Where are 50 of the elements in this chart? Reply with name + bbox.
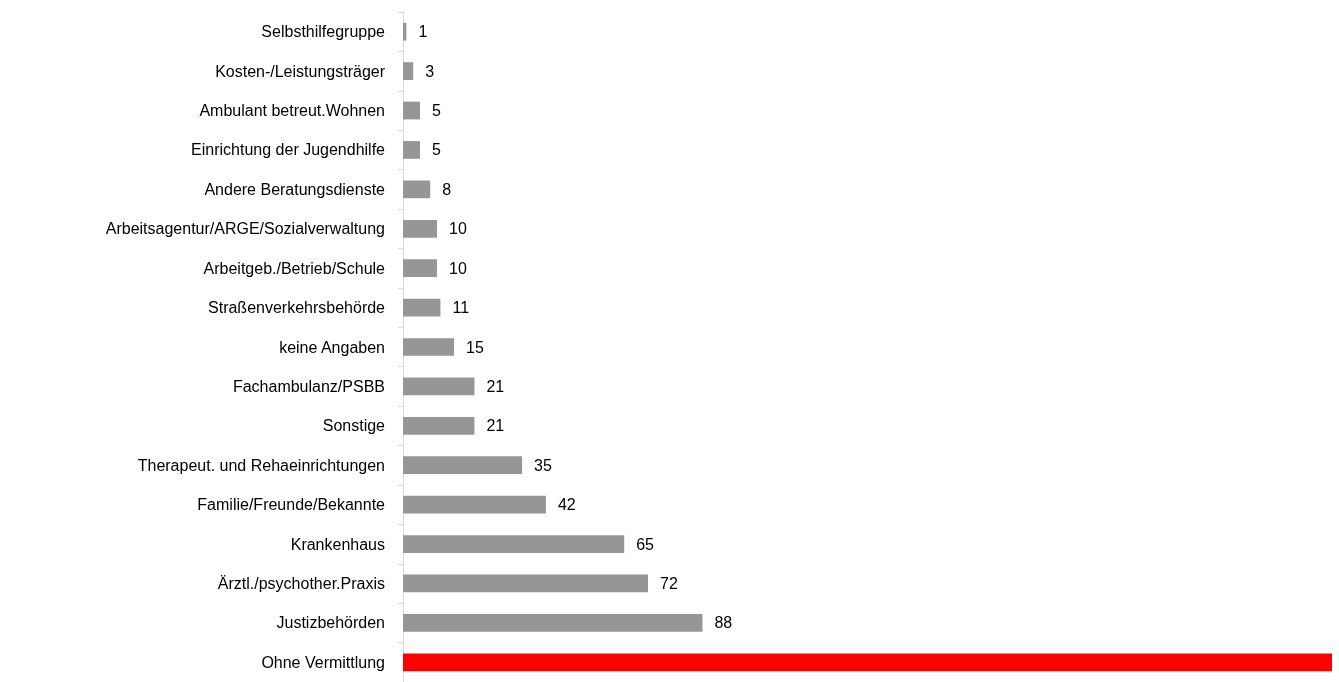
bar [403, 574, 649, 593]
bar [403, 259, 438, 278]
data-label: 3 [425, 62, 435, 80]
y-tick-label: Ohne Vermittlung [261, 653, 385, 671]
y-tick-label: Einrichtung der Jugendhilfe [191, 141, 386, 159]
data-label: 10 [449, 220, 467, 238]
data-label: 35 [534, 456, 552, 474]
y-tick-label: Fachambulanz/PSBB [232, 377, 385, 395]
bar [403, 219, 438, 238]
bar [403, 377, 475, 396]
bar [403, 456, 523, 475]
y-tick-label: Justizbehörden [276, 614, 385, 632]
bar [403, 141, 421, 159]
bar [403, 101, 421, 120]
bar [403, 298, 441, 317]
y-tick-label: Arbeitgeb./Betrieb/Schule [203, 259, 386, 277]
y-tick-label: Sonstige [322, 417, 386, 435]
data-label: 65 [636, 535, 655, 553]
bar [403, 495, 546, 514]
y-tick-label: keine Angaben [279, 338, 385, 356]
data-label: 10 [449, 259, 467, 277]
data-label: 8 [442, 180, 452, 198]
y-tick-label: Straßenverkehrsbehörde [208, 299, 386, 317]
y-tick-label: Arbeitsagentur/ARGE/Sozialverwaltung [105, 220, 385, 238]
y-tick-label: Kosten-/Leistungsträger [215, 62, 386, 80]
y-tick-label: Krankenhaus [290, 535, 385, 553]
data-label: 42 [557, 496, 576, 514]
data-label: 5 [432, 102, 442, 120]
data-label: 11 [452, 299, 470, 317]
bar [403, 535, 625, 553]
bar [403, 22, 407, 41]
data-label: 21 [486, 417, 505, 435]
data-label: 15 [466, 338, 484, 356]
data-label: 72 [660, 574, 678, 592]
y-tick-label: Familie/Freunde/Bekannte [197, 496, 386, 514]
y-tick-label: Ambulant betreut.Wohnen [199, 102, 385, 120]
bar [403, 614, 703, 632]
bar [403, 62, 414, 80]
data-label: 5 [432, 141, 442, 159]
bar [403, 416, 475, 435]
y-tick-label: Therapeut. und Rehaeinrichtungen [137, 456, 385, 474]
y-tick-label: Selbsthilfegruppe [261, 23, 386, 41]
data-label: 21 [486, 377, 505, 395]
bar [403, 180, 431, 199]
bar [403, 338, 455, 356]
bar [403, 653, 1332, 672]
data-label: 1 [418, 23, 428, 41]
y-tick-label: Andere Beratungsdienste [204, 180, 386, 198]
data-label: 88 [714, 614, 733, 632]
y-tick-label: Ärztl./psychother.Praxis [217, 574, 385, 592]
